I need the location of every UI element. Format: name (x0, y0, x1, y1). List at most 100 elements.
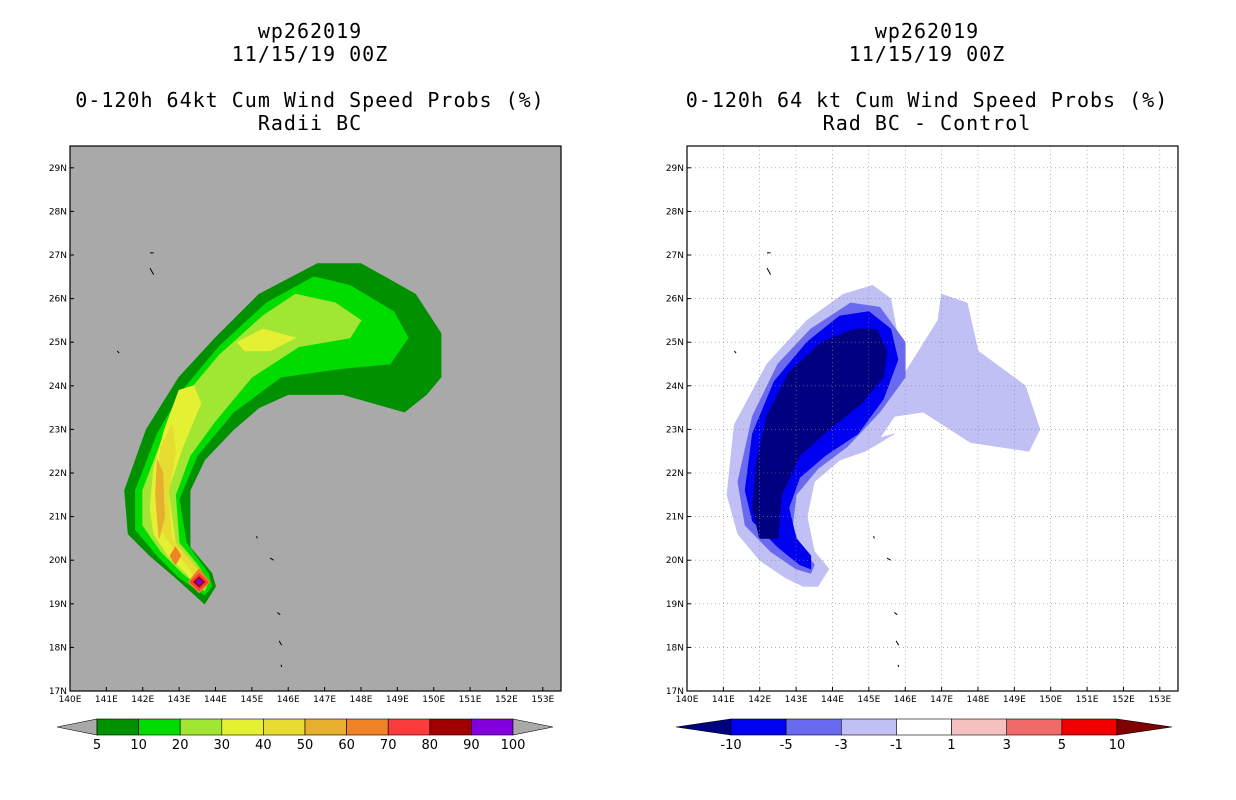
left-title-product: 0-120h 64kt Cum Wind Speed Probs (%) (75, 88, 545, 112)
x-tick-label: 140E (59, 695, 82, 705)
y-tick-label: 27N (49, 251, 67, 261)
colorbar-swatch (730, 718, 787, 736)
colorbar-label: 1 (947, 738, 955, 753)
colorbar-right-arrow (1116, 718, 1173, 736)
island-outline (277, 612, 281, 616)
y-tick-label: 24N (49, 382, 67, 392)
colorbar-swatch (138, 718, 181, 736)
colorbar-label: 40 (255, 738, 272, 753)
colorbar-label: 20 (172, 738, 189, 753)
x-tick-label: 144E (821, 695, 844, 705)
colorbar-swatch (387, 718, 431, 736)
x-tick-label: 150E (1039, 695, 1062, 705)
plot-background (70, 146, 561, 691)
y-tick-label: 26N (49, 295, 67, 305)
colorbar-swatch (96, 718, 139, 736)
x-tick-label: 145E (857, 695, 880, 705)
colorbar-swatch (951, 718, 1008, 736)
plot-frame (69, 145, 562, 692)
right-title-storm: wp262019 (874, 19, 980, 43)
colorbar-swatch (785, 718, 842, 736)
colorbar-label: 3 (1003, 738, 1011, 753)
colorbar-label: 80 (422, 738, 439, 753)
x-tick-label: 144E (204, 695, 227, 705)
x-tick-label: 143E (785, 695, 808, 705)
island-outline (894, 612, 898, 616)
colorbar-swatch (1006, 718, 1063, 736)
y-tick-label: 23N (49, 425, 67, 435)
colorbar-swatch (221, 718, 264, 736)
colorbar-right-arrow (512, 718, 554, 736)
island-outline (895, 640, 900, 646)
colorbar-label: -5 (780, 738, 793, 753)
x-tick-label: 142E (131, 695, 154, 705)
left-title-storm: wp262019 (257, 19, 363, 43)
x-tick-label: 148E (350, 695, 373, 705)
x-tick-label: 142E (748, 695, 771, 705)
colorbar-label: 90 (463, 738, 480, 753)
x-tick-label: 141E (95, 695, 118, 705)
colorbar: -10 -5 -3 -1 1 3 5 10 (675, 718, 1173, 753)
colorbar-label: 70 (380, 738, 397, 753)
y-tick-label: 20N (666, 556, 684, 566)
contour-level-50-6 (155, 459, 166, 539)
colorbar-label: 60 (338, 738, 355, 753)
colorbar-swatch (1061, 718, 1118, 736)
x-tick-label: 145E (240, 695, 263, 705)
colorbar-label: 10 (1109, 738, 1126, 753)
right-title-date: 11/15/19 00Z (848, 42, 1006, 66)
right-title-subtitle: Rad BC - Control (822, 111, 1032, 135)
x-tick-label: 152E (1112, 695, 1135, 705)
right-title: wp262019 11/15/19 00Z 0-120h 64 kt Cum W… (677, 20, 1177, 135)
x-tick-label: 149E (386, 695, 409, 705)
island-outline (256, 536, 258, 539)
x-tick-label: 151E (1076, 695, 1099, 705)
x-tick-label: 146E (894, 695, 917, 705)
y-tick-label: 22N (666, 469, 684, 479)
island-outline (116, 350, 120, 354)
plot-frame (686, 145, 1179, 692)
colorbar-swatch (840, 718, 897, 736)
colorbar-swatch (429, 718, 472, 736)
y-tick-label: 22N (49, 469, 67, 479)
island-outline (733, 350, 737, 354)
colorbar-swatch (471, 718, 514, 736)
y-tick-label: 20N (49, 556, 67, 566)
right-title-product: 0-120h 64 kt Cum Wind Speed Probs (%) (685, 88, 1169, 112)
y-tick-label: 17N (49, 687, 67, 697)
y-tick-label: 18N (49, 643, 67, 653)
colorbar-label: -3 (835, 738, 848, 753)
panel-right: 140E 141E 142E 143E 144E 145E 146E 147E 148E 149E… (666, 145, 1179, 753)
colorbar-label: 100 (501, 738, 526, 753)
island-outline (886, 557, 891, 561)
contour-level-neg10-3 (752, 328, 888, 539)
island-outline (149, 267, 155, 275)
island-outline (766, 267, 772, 275)
colorbar-swatch (346, 718, 389, 736)
y-tick-label: 19N (49, 600, 67, 610)
y-tick-label: 25N (666, 338, 684, 348)
island-outline (269, 557, 274, 561)
colorbar-swatch (896, 718, 952, 736)
island-outline (280, 664, 283, 668)
y-tick-label: 19N (666, 600, 684, 610)
colorbar-swatch (304, 718, 347, 736)
x-tick-label: 149E (1003, 695, 1026, 705)
y-tick-label: 28N (666, 207, 684, 217)
x-tick-label: 152E (495, 695, 518, 705)
contour-level-90-11 (195, 578, 203, 586)
colorbar-left-arrow (675, 718, 732, 736)
x-tick-label: 143E (168, 695, 191, 705)
colorbar-label: 5 (93, 738, 101, 753)
y-tick-label: 21N (666, 513, 684, 523)
contour-level-20-2 (142, 293, 362, 592)
contour-level-10-1 (135, 276, 409, 596)
contour-level-60-7 (169, 546, 182, 565)
colorbar-label: 10 (130, 738, 147, 753)
island-outline (873, 536, 875, 539)
colorbar-swatch (179, 718, 223, 736)
x-tick-label: 141E (712, 695, 735, 705)
x-tick-label: 153E (1148, 695, 1171, 705)
y-tick-label: 25N (49, 338, 67, 348)
contour-level-30-4 (236, 328, 296, 352)
